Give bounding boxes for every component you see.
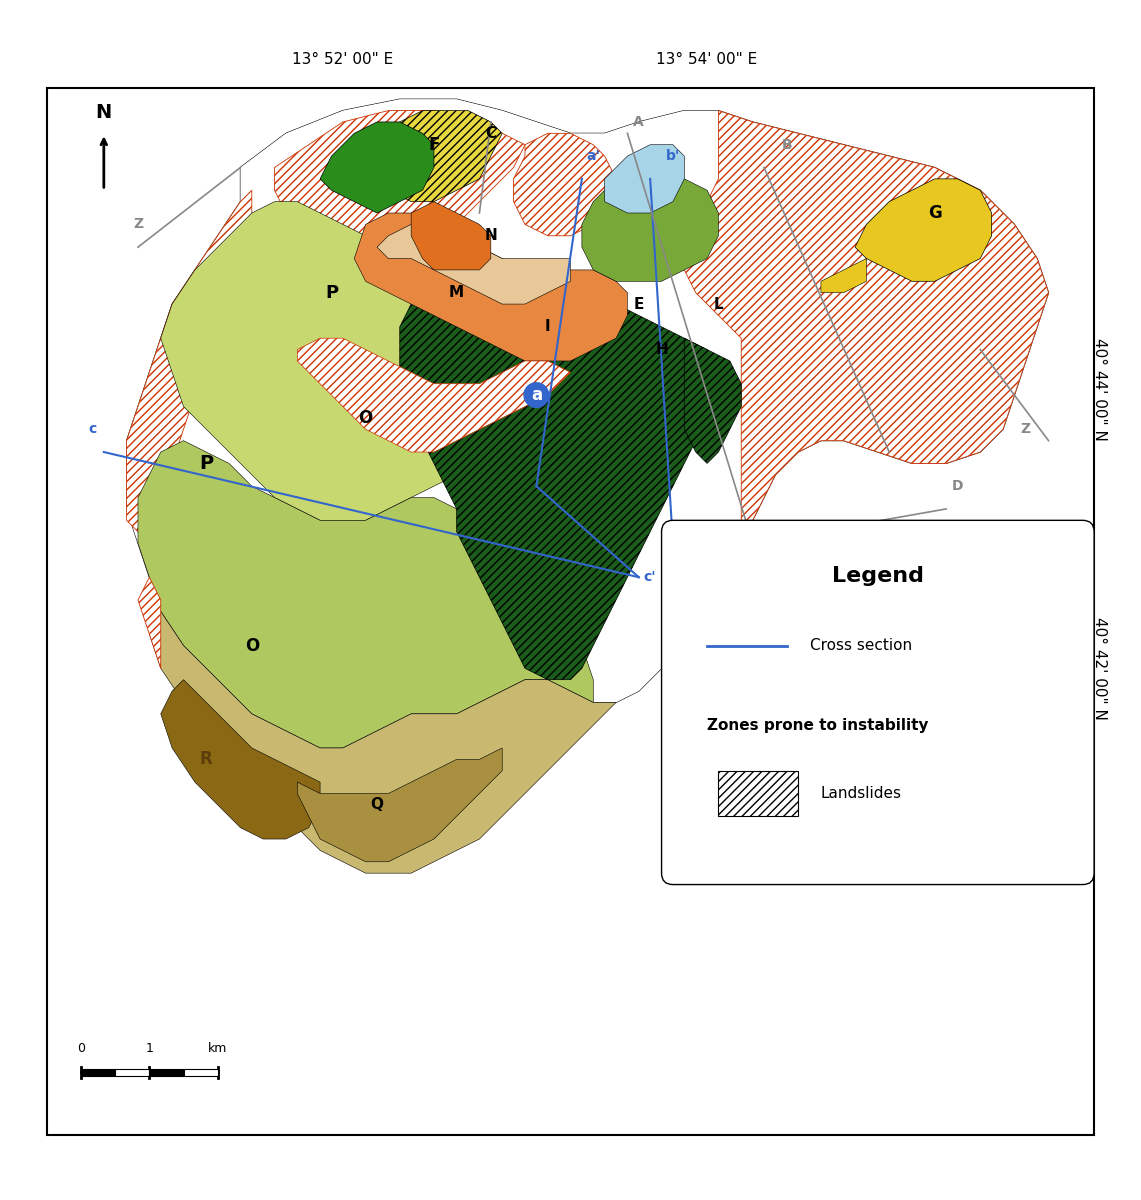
Polygon shape bbox=[411, 202, 491, 270]
Text: Z: Z bbox=[1021, 422, 1030, 437]
Text: 13° 54' 00" E: 13° 54' 00" E bbox=[656, 52, 758, 67]
Polygon shape bbox=[855, 179, 992, 281]
Text: 0: 0 bbox=[78, 1043, 86, 1055]
Text: D: D bbox=[952, 479, 963, 493]
Text: N: N bbox=[485, 228, 497, 244]
Text: G: G bbox=[928, 204, 941, 222]
Polygon shape bbox=[161, 679, 321, 839]
FancyBboxPatch shape bbox=[662, 521, 1094, 884]
Text: 40° 42' 00" N: 40° 42' 00" N bbox=[1092, 617, 1107, 720]
Text: a: a bbox=[531, 386, 542, 404]
Polygon shape bbox=[377, 110, 502, 202]
Text: Cross section: Cross section bbox=[809, 638, 912, 653]
Text: c: c bbox=[88, 422, 97, 437]
Polygon shape bbox=[298, 338, 570, 452]
Polygon shape bbox=[138, 577, 161, 668]
Polygon shape bbox=[513, 133, 616, 235]
Polygon shape bbox=[149, 611, 616, 874]
Text: Q: Q bbox=[371, 797, 383, 812]
Bar bbox=[81, 1069, 115, 1075]
Text: P: P bbox=[325, 283, 338, 301]
Polygon shape bbox=[820, 258, 866, 293]
Bar bbox=[149, 1069, 184, 1075]
Bar bbox=[719, 770, 799, 816]
Polygon shape bbox=[685, 338, 742, 463]
Polygon shape bbox=[161, 202, 548, 521]
Text: B: B bbox=[782, 138, 792, 151]
Text: 1: 1 bbox=[145, 1043, 153, 1055]
Bar bbox=[184, 1069, 218, 1075]
Polygon shape bbox=[138, 440, 593, 748]
Text: R: R bbox=[200, 750, 212, 768]
Text: L: L bbox=[713, 296, 723, 312]
Polygon shape bbox=[127, 191, 252, 532]
Text: E: E bbox=[633, 296, 644, 312]
Text: F: F bbox=[428, 136, 439, 154]
Text: C: C bbox=[485, 126, 496, 140]
Text: Legend: Legend bbox=[832, 566, 924, 586]
Polygon shape bbox=[127, 100, 1049, 748]
Polygon shape bbox=[582, 168, 719, 281]
Text: Landslides: Landslides bbox=[820, 786, 901, 800]
Text: O: O bbox=[244, 636, 259, 654]
Text: a': a' bbox=[586, 149, 600, 163]
Text: b': b' bbox=[666, 149, 680, 163]
Text: I: I bbox=[545, 319, 551, 335]
Text: Z: Z bbox=[132, 217, 143, 232]
Polygon shape bbox=[399, 258, 719, 679]
Text: P: P bbox=[200, 454, 213, 473]
Bar bbox=[115, 1069, 149, 1075]
Polygon shape bbox=[685, 110, 1049, 544]
Text: km: km bbox=[208, 1043, 227, 1055]
Polygon shape bbox=[605, 145, 685, 214]
Polygon shape bbox=[275, 110, 525, 258]
Polygon shape bbox=[321, 122, 434, 214]
Polygon shape bbox=[298, 748, 502, 862]
Polygon shape bbox=[354, 214, 628, 361]
Text: N: N bbox=[96, 103, 112, 122]
Text: M: M bbox=[450, 286, 464, 300]
Text: A: A bbox=[633, 115, 645, 128]
Text: H: H bbox=[655, 342, 667, 358]
Text: c': c' bbox=[644, 570, 656, 584]
Polygon shape bbox=[127, 100, 1049, 748]
Text: b: b bbox=[667, 570, 678, 584]
Text: 13° 52' 00" E: 13° 52' 00" E bbox=[292, 52, 394, 67]
Text: 40° 44' 00" N: 40° 44' 00" N bbox=[1092, 338, 1107, 440]
Text: Zones prone to instability: Zones prone to instability bbox=[707, 718, 929, 733]
Polygon shape bbox=[377, 224, 570, 304]
Text: O: O bbox=[358, 409, 373, 427]
